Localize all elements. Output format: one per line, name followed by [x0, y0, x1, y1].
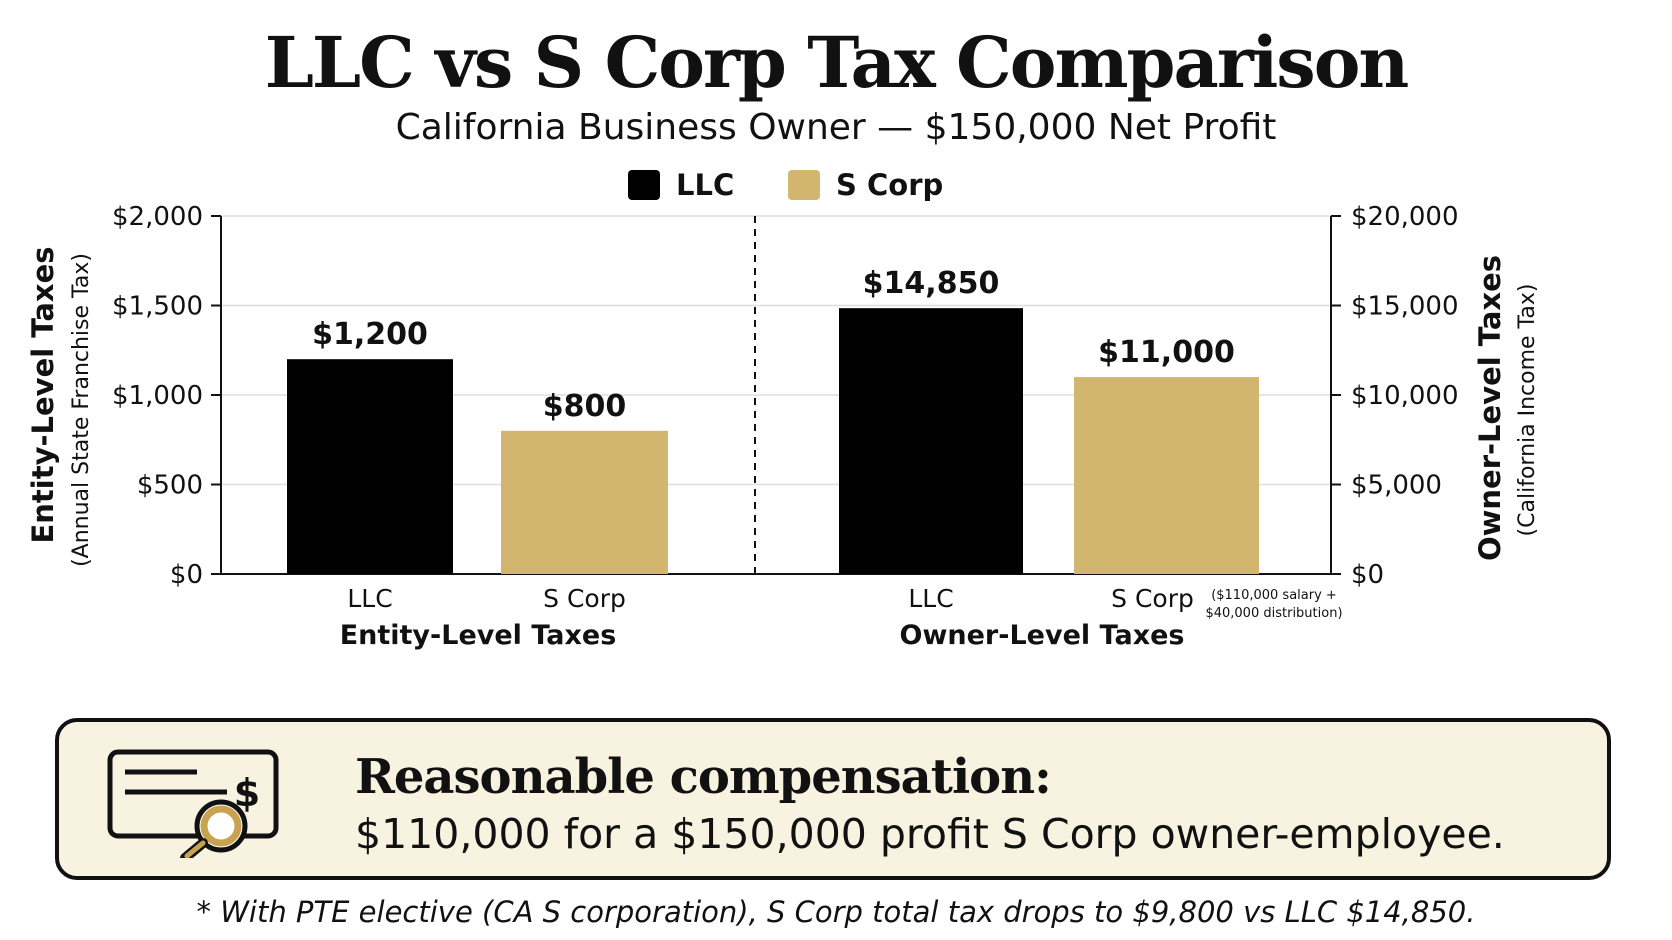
group-label-owner: Owner-Level Taxes — [900, 620, 1185, 651]
bar-value-label: $800 — [543, 389, 627, 424]
right-y-tick-label: $5,000 — [1351, 471, 1442, 501]
bar-category-label: LLC — [347, 584, 392, 613]
left-y-tick-label: $500 — [137, 471, 203, 501]
left-y-tick-label: $2,000 — [112, 202, 203, 232]
right-y-tick-label: $0 — [1351, 560, 1384, 590]
right-y-axis-subtitle: (California Income Tax) — [1515, 284, 1540, 537]
bar-value-label: $14,850 — [863, 266, 1000, 301]
right-y-tick-label: $20,000 — [1351, 202, 1459, 232]
bar-value-label: $1,200 — [312, 317, 428, 352]
right-y-tick-label: $15,000 — [1351, 292, 1459, 322]
bar-category-label: S Corp — [1111, 584, 1194, 613]
left-y-axis-title: Entity-Level Taxes — [26, 246, 60, 543]
compensation-text: $110,000 for a $150,000 profit S Corp ow… — [355, 810, 1505, 858]
legend-swatch-llc — [628, 170, 660, 200]
legend-swatch-s-corp — [788, 170, 820, 200]
right-y-axis-title: Owner-Level Taxes — [1473, 255, 1507, 561]
bar-entity-llc — [287, 359, 453, 574]
bar-owner-llc — [839, 308, 1023, 574]
bar-category-label: LLC — [908, 584, 953, 613]
bar-owner-s-corp — [1074, 377, 1259, 574]
left-y-tick-label: $0 — [170, 560, 203, 590]
group-label-entity: Entity-Level Taxes — [340, 620, 617, 651]
legend-label: LLC — [676, 168, 734, 202]
bar-note: ($110,000 salary + $40,000 distribution) — [1205, 588, 1342, 621]
right-y-tick-label: $10,000 — [1351, 381, 1459, 411]
check-magnifier-icon: $ — [107, 749, 279, 858]
bar-chart: $0 $500 $1,000 $1,500 $2,000 $0 $5,000 $10,000 $… — [26, 168, 1540, 651]
bar-category-label: S Corp — [543, 584, 626, 613]
chart-title: LLC vs S Corp Tax Comparison — [264, 21, 1410, 104]
left-y-tick-label: $1,500 — [112, 292, 203, 322]
left-y-tick-label: $1,000 — [112, 381, 203, 411]
bar-value-label: $11,000 — [1098, 335, 1235, 370]
legend-label: S Corp — [836, 168, 943, 202]
chart-subtitle: California Business Owner — $150,000 Net… — [395, 107, 1277, 148]
footnote: * With PTE elective (CA S corporation), … — [196, 895, 1476, 929]
reasonable-compensation-callout: $ Reasonable compensation: $110,000 for … — [55, 718, 1611, 880]
left-y-axis-subtitle: (Annual State Franchise Tax) — [69, 253, 94, 567]
bar-entity-s-corp — [501, 430, 668, 574]
compensation-title: Reasonable compensation: — [355, 749, 1052, 805]
